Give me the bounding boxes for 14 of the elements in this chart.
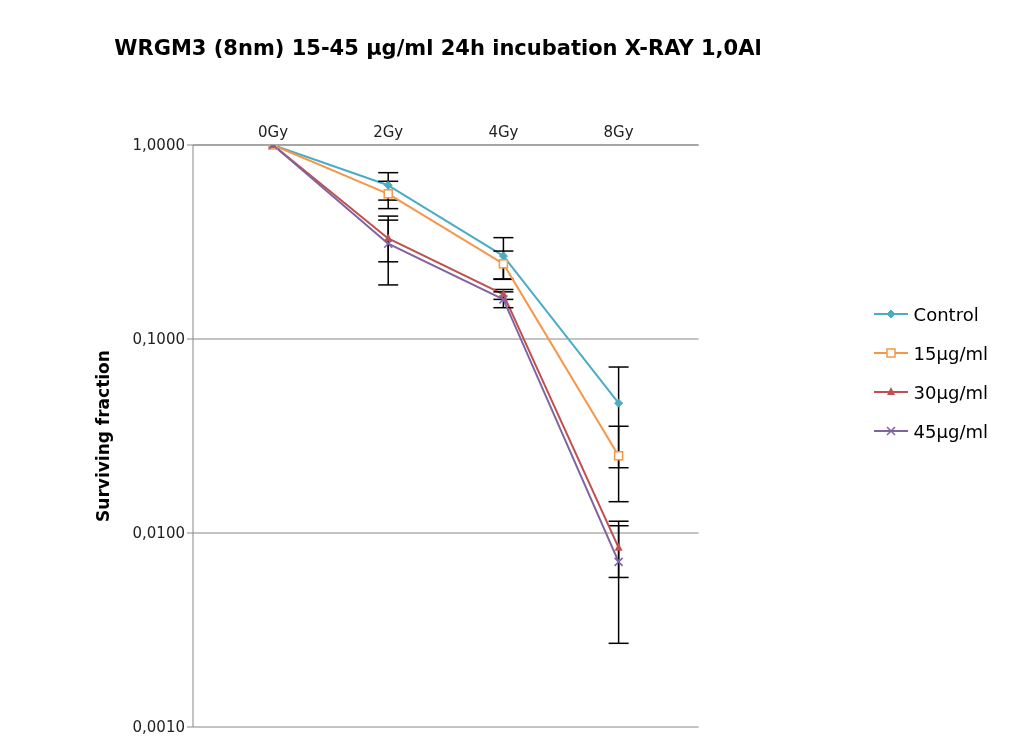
x-tick-label: 0Gy [257, 123, 289, 141]
y-tick-label: 0,0100 [132, 524, 185, 543]
y-tick-label: 0,1000 [132, 330, 185, 349]
y-tick-label: 1,0000 [132, 136, 185, 155]
legend-label: 45µg/ml [913, 420, 988, 442]
legend-label: 30µg/ml [913, 381, 988, 403]
y-axis-title: Surviving fraction [93, 350, 114, 522]
legend-label: 15µg/ml [913, 342, 988, 364]
y-tick-label: 0,0010 [132, 718, 185, 737]
chart-title: WRGM3 (8nm) 15-45 µg/ml 24h incubation X-RAY 1,0Al [113, 36, 763, 60]
x-tick-label: 4Gy [488, 123, 519, 141]
x-tick-label: 8Gy [603, 123, 634, 141]
x-tick-label: 2Gy [373, 123, 404, 141]
legend-label: Control [913, 303, 979, 325]
